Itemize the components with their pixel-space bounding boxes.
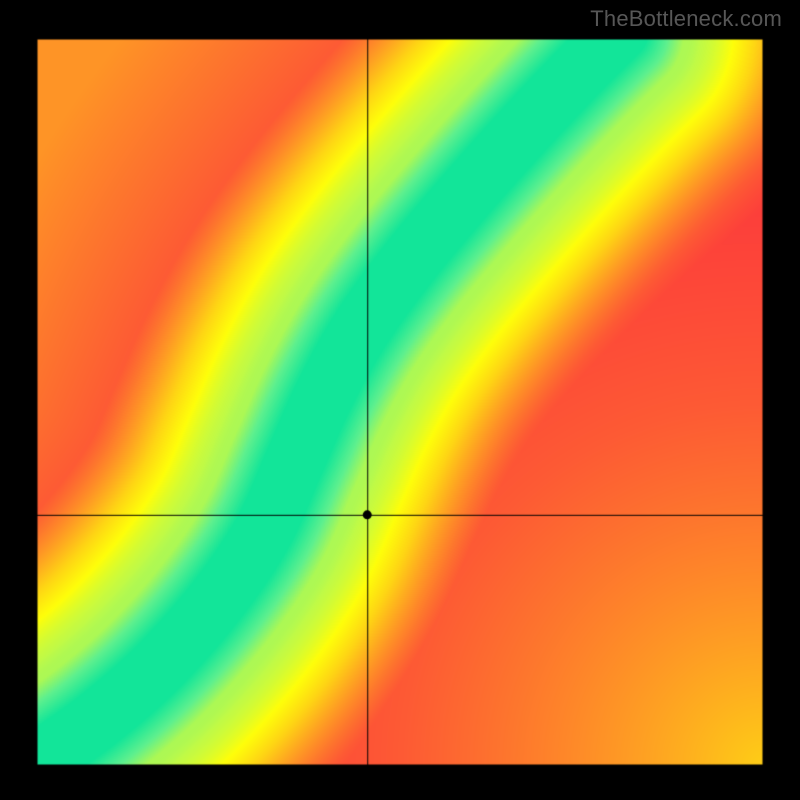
heatmap-canvas — [0, 0, 800, 800]
watermark-text: TheBottleneck.com — [590, 6, 782, 32]
chart-root: TheBottleneck.com — [0, 0, 800, 800]
